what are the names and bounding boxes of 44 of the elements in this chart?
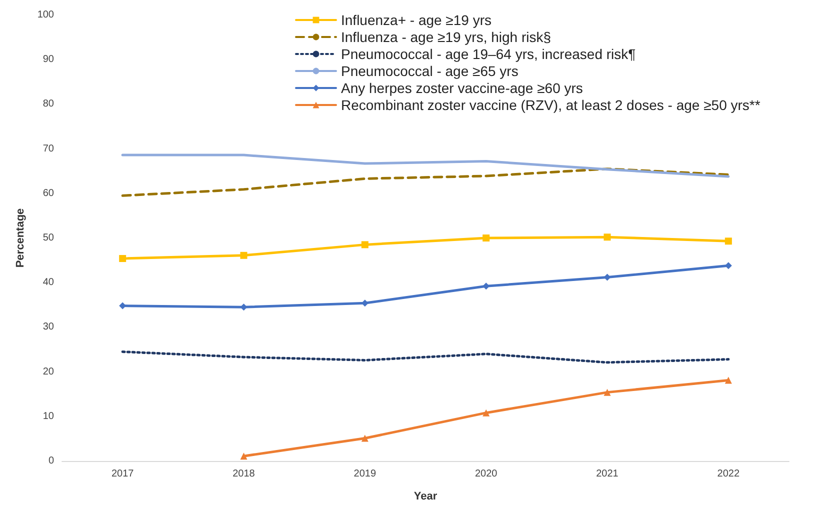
- point: [724, 262, 732, 270]
- legend-label: Any herpes zoster vaccine-age ≥60 yrs: [341, 80, 583, 96]
- point: [482, 409, 490, 416]
- legend-label: Influenza+ - age ≥19 yrs: [341, 12, 492, 28]
- x-tick-label: 2021: [596, 468, 619, 480]
- point: [724, 376, 732, 384]
- x-tick-label: 2020: [474, 468, 498, 480]
- point: [482, 282, 490, 290]
- point: [240, 452, 248, 460]
- y-tick-label: 30: [42, 322, 54, 333]
- line-series: [121, 168, 730, 197]
- x-tick-label: 2017: [111, 468, 134, 480]
- point: [240, 304, 248, 311]
- legend-label: Influenza - age ≥19 yrs, high risk§: [341, 29, 552, 45]
- x-tick-label: 2019: [354, 468, 376, 480]
- y-tick-label: 70: [42, 143, 54, 154]
- y-tick-label: 20: [42, 366, 54, 378]
- point: [604, 234, 611, 241]
- line-series: [121, 154, 730, 178]
- legend-label: Recombinant zoster vaccine (RZV), at least 2 doses - age ≥50 yrs**: [341, 97, 761, 113]
- y-tick-label: 40: [42, 277, 54, 288]
- point: [482, 234, 490, 242]
- point: [604, 274, 611, 281]
- y-axis-title: Percentage: [14, 208, 26, 268]
- point: [724, 238, 732, 245]
- y-tick-label: 100: [37, 10, 54, 20]
- x-tick-label: 2022: [717, 468, 740, 480]
- y-tick-label: 50: [42, 232, 54, 244]
- point: [119, 302, 126, 310]
- point: [361, 434, 368, 442]
- y-tick-label: 60: [42, 188, 54, 199]
- point: [240, 252, 248, 259]
- y-tick-label: 0: [48, 456, 54, 466]
- x-axis-title: Year: [414, 490, 438, 502]
- line-series: [121, 350, 730, 364]
- y-tick-label: 10: [42, 410, 54, 422]
- point: [361, 241, 368, 248]
- point: [604, 388, 611, 396]
- x-tick-label: 2018: [232, 468, 256, 480]
- y-tick-label: 90: [42, 54, 54, 66]
- point: [119, 255, 126, 262]
- legend-label: Pneumococcal - age 19–64 yrs, increased risk¶: [341, 46, 636, 62]
- y-tick-label: 80: [42, 98, 54, 110]
- legend-label: Pneumococcal - age ≥65 yrs: [341, 63, 518, 79]
